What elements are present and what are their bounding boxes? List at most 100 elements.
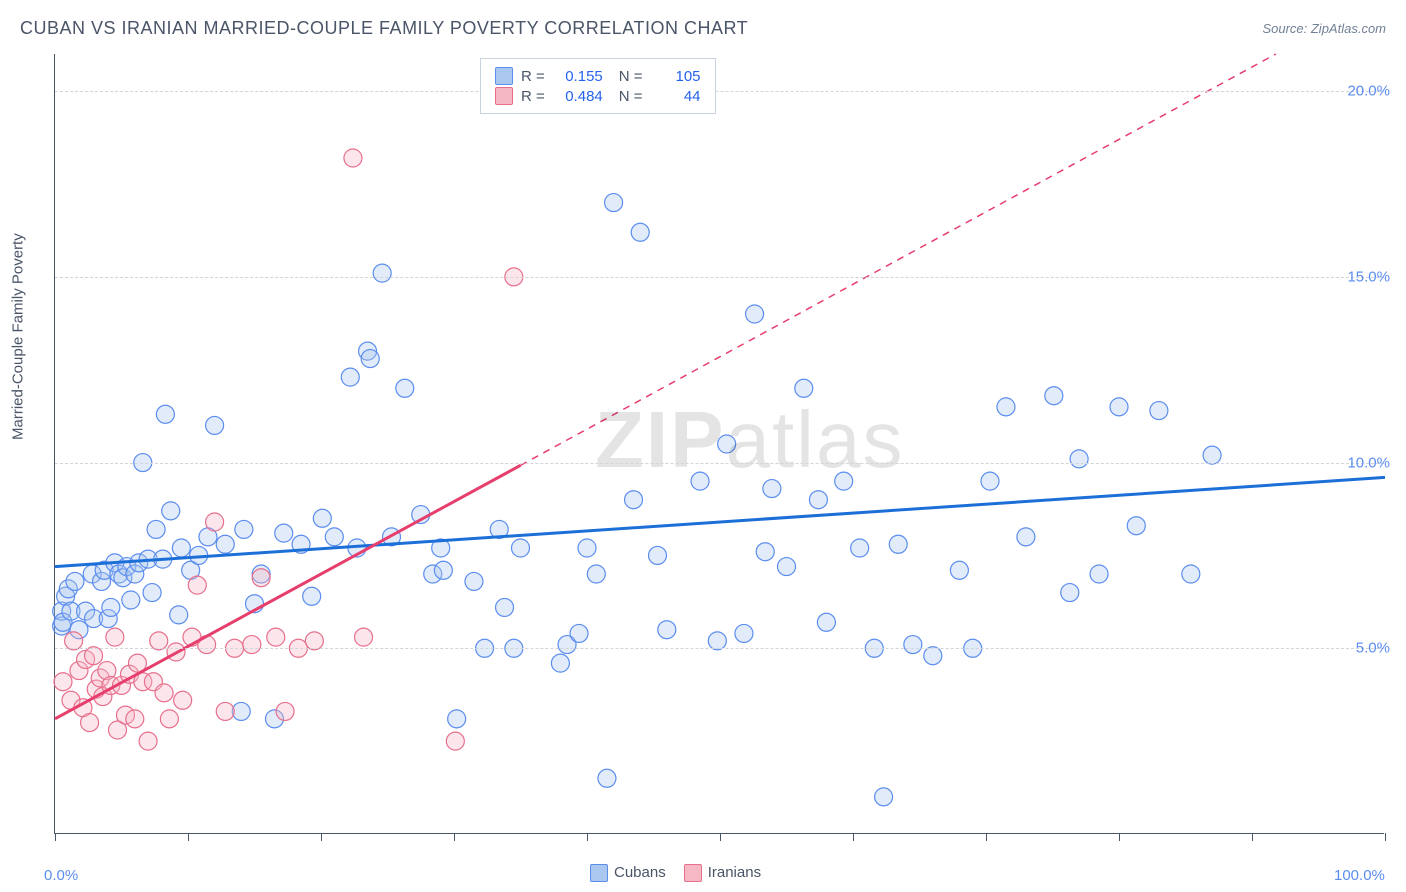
data-point (981, 472, 999, 490)
data-point (578, 539, 596, 557)
data-point (1150, 402, 1168, 420)
data-point (102, 598, 120, 616)
data-point (235, 520, 253, 538)
data-point (1090, 565, 1108, 583)
data-point (216, 702, 234, 720)
x-tick (1252, 833, 1253, 841)
data-point (605, 194, 623, 212)
data-point (648, 546, 666, 564)
x-tick (1119, 833, 1120, 841)
plot-area: ZIPatlas (54, 54, 1384, 834)
data-point (1017, 528, 1035, 546)
x-tick (720, 833, 721, 841)
data-point (746, 305, 764, 323)
data-point (570, 624, 588, 642)
data-point (361, 350, 379, 368)
data-point (355, 628, 373, 646)
stats-r-value: 0.155 (553, 68, 603, 85)
data-point (85, 647, 103, 665)
legend-swatch (590, 864, 608, 882)
x-tick-label: 0.0% (44, 867, 78, 884)
data-point (65, 632, 83, 650)
data-point (170, 606, 188, 624)
data-point (143, 584, 161, 602)
data-point (763, 480, 781, 498)
data-point (106, 628, 124, 646)
data-point (1070, 450, 1088, 468)
data-point (54, 673, 72, 691)
x-tick (454, 833, 455, 841)
data-point (206, 416, 224, 434)
data-point (496, 598, 514, 616)
data-point (303, 587, 321, 605)
data-point (155, 684, 173, 702)
data-point (851, 539, 869, 557)
stats-n-label: N = (619, 68, 643, 85)
data-point (341, 368, 359, 386)
data-point (396, 379, 414, 397)
data-point (551, 654, 569, 672)
stats-row: R =0.484N =44 (495, 87, 701, 105)
legend-label: Iranians (708, 864, 761, 881)
gridline-h (55, 648, 1384, 649)
data-point (1182, 565, 1200, 583)
x-tick (986, 833, 987, 841)
title-bar: CUBAN VS IRANIAN MARRIED-COUPLE FAMILY P… (20, 18, 1386, 39)
data-point (373, 264, 391, 282)
data-point (658, 621, 676, 639)
data-point (243, 636, 261, 654)
data-point (126, 710, 144, 728)
data-point (1203, 446, 1221, 464)
data-point (997, 398, 1015, 416)
source-label: Source: ZipAtlas.com (1262, 21, 1386, 36)
x-tick (188, 833, 189, 841)
data-point (188, 576, 206, 594)
y-tick-label: 15.0% (1347, 268, 1390, 285)
data-point (150, 632, 168, 650)
data-point (1127, 517, 1145, 535)
data-point (174, 691, 192, 709)
data-point (587, 565, 605, 583)
stats-row: R = 0.155 N = 105 (495, 67, 701, 85)
data-point (1061, 584, 1079, 602)
x-tick-label: 100.0% (1334, 867, 1385, 884)
data-point (1045, 387, 1063, 405)
data-point (735, 624, 753, 642)
stats-r-label: R = (521, 88, 545, 105)
legend-swatch (495, 67, 513, 85)
data-point (809, 491, 827, 509)
data-point (160, 710, 178, 728)
y-tick-label: 20.0% (1347, 83, 1390, 100)
data-point (889, 535, 907, 553)
data-point (950, 561, 968, 579)
data-point (817, 613, 835, 631)
data-point (216, 535, 234, 553)
data-point (344, 149, 362, 167)
data-point (875, 788, 893, 806)
y-tick-label: 10.0% (1347, 454, 1390, 471)
data-point (718, 435, 736, 453)
stats-n-value: 44 (651, 88, 701, 105)
data-point (305, 632, 323, 650)
data-point (122, 591, 140, 609)
x-tick (587, 833, 588, 841)
plot-svg (55, 54, 1384, 833)
trend-line-solid (55, 465, 521, 718)
gridline-h (55, 463, 1384, 464)
x-tick (55, 833, 56, 841)
x-tick (1385, 833, 1386, 841)
data-point (708, 632, 726, 650)
stats-n-value: 105 (651, 68, 701, 85)
data-point (172, 539, 190, 557)
data-point (434, 561, 452, 579)
stats-box: R = 0.155 N = 105 R =0.484N =44 (480, 58, 716, 114)
data-point (448, 710, 466, 728)
data-point (512, 539, 530, 557)
gridline-h (55, 277, 1384, 278)
stats-r-label: R = (521, 68, 545, 85)
trend-line-solid (55, 477, 1385, 566)
data-point (267, 628, 285, 646)
data-point (147, 520, 165, 538)
legend-swatch (495, 87, 513, 105)
data-point (252, 569, 270, 587)
